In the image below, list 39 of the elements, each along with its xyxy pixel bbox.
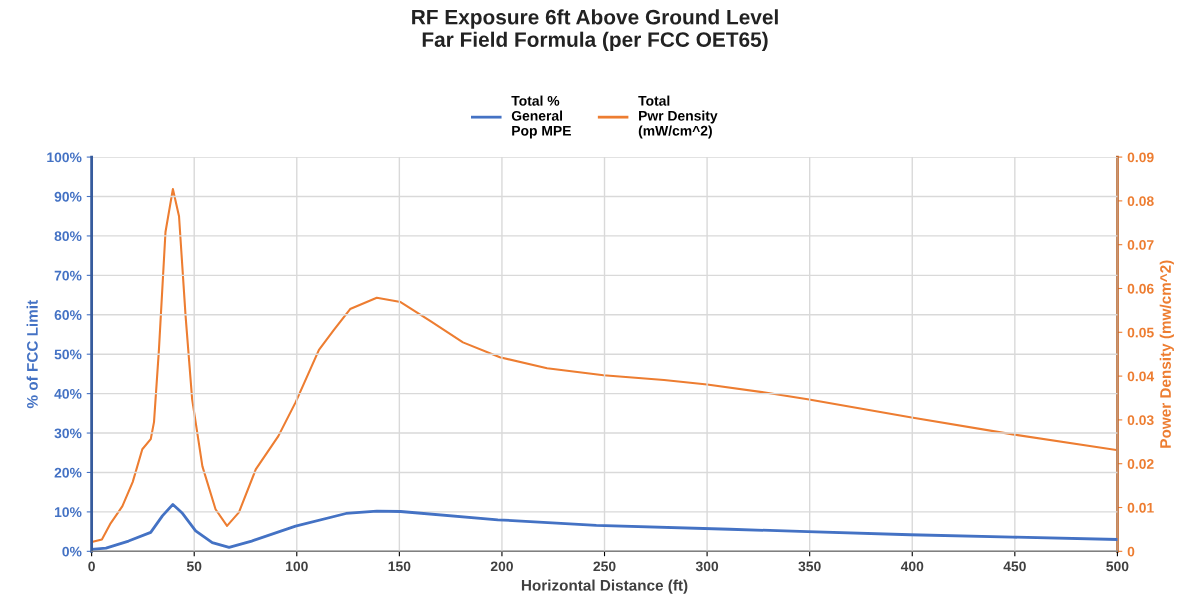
x-tick-label: 0 (88, 561, 95, 572)
legend-label: Total Pwr Density (mW/cm^2) (638, 95, 718, 139)
y2-tick-label: 0.01 (1127, 502, 1154, 513)
y2-tick-label: 0.05 (1127, 327, 1154, 338)
y2-axis-title: Power Density (mw/cm^2) (1159, 260, 1174, 448)
y-tick-label: 80% (54, 231, 82, 242)
line-series (91, 188, 1118, 544)
x-tick-label: 100 (286, 561, 308, 572)
y-tick-label: 20% (54, 467, 82, 478)
y2-tick-label: 0.03 (1127, 415, 1154, 426)
x-tick-label: 350 (798, 561, 821, 572)
y-tick-label: 30% (54, 428, 82, 439)
y-tick-label: 60% (54, 310, 82, 320)
y2-tick-label: 0.06 (1127, 283, 1154, 294)
x-tick-label: 300 (695, 561, 719, 572)
y2-tick-label: 0.09 (1127, 152, 1154, 163)
x-tick-label: 500 (1106, 561, 1129, 572)
x-axis-title: Horizontal Distance (ft) (521, 579, 688, 594)
x-tick-label: 150 (388, 561, 411, 572)
legend-label: Total % General Pop MPE (511, 95, 571, 139)
x-tick-label: 450 (1003, 561, 1026, 572)
y-axis-title: % of FCC Limit (26, 300, 38, 409)
y2-tick-label: 0.04 (1127, 371, 1155, 382)
y-tick-label: 50% (54, 349, 82, 360)
y-tick-label: 40% (54, 388, 82, 399)
y-tick-label: 0% (62, 546, 82, 557)
y2-tick-label: 0.08 (1127, 196, 1154, 207)
y-tick-label: 100% (47, 152, 82, 163)
chart-title: RF Exposure 6ft Above Ground Level Far Field Formula (per FCC OET65) (412, 9, 778, 52)
y-tick-label: 90% (54, 191, 82, 202)
y-tick-label: 70% (54, 270, 82, 281)
x-tick-label: 400 (900, 561, 924, 572)
x-tick-label: 50 (186, 561, 202, 572)
y2-tick-label: 0.02 (1127, 459, 1154, 469)
x-tick-label: 200 (490, 561, 513, 572)
y2-tick-label: 0 (1127, 546, 1135, 557)
x-tick-label: 250 (593, 561, 616, 572)
y2-tick-label: 0.07 (1127, 240, 1154, 250)
y-tick-label: 10% (54, 507, 82, 518)
